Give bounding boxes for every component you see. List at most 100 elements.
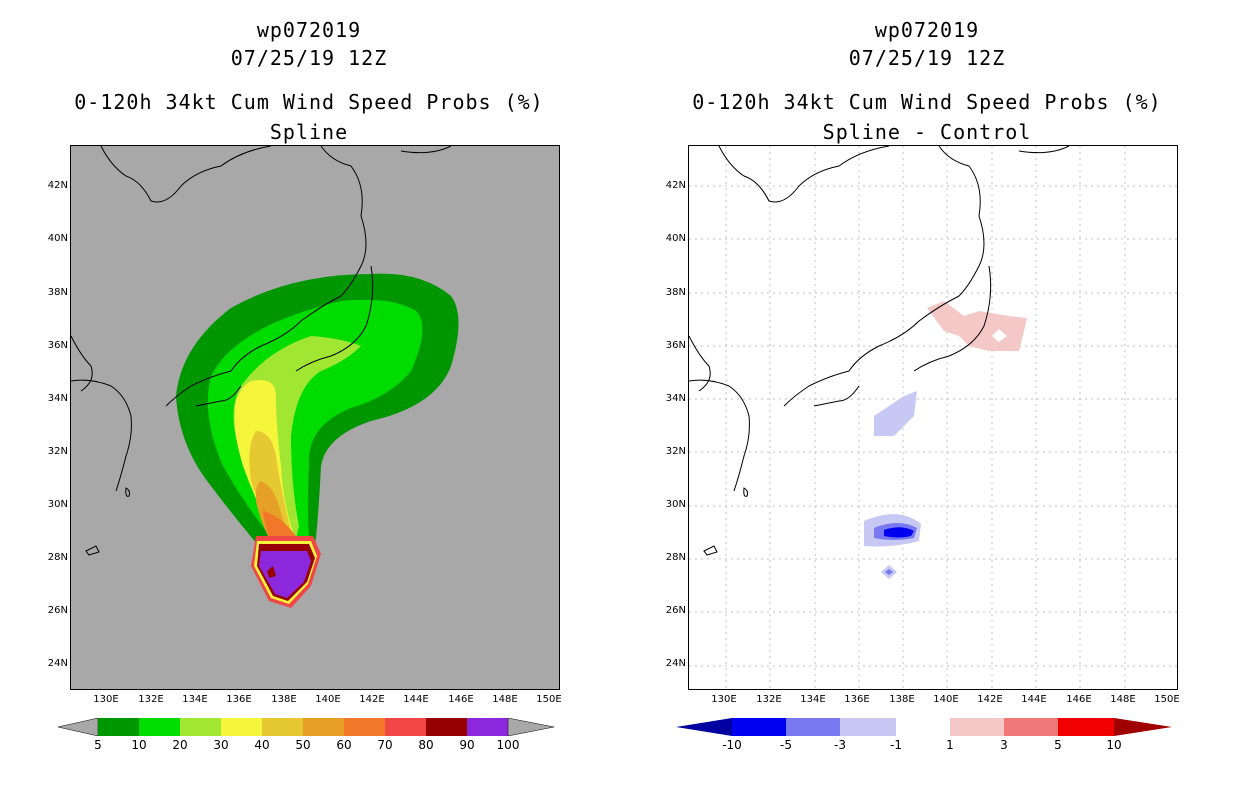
colorbar-bin (180, 718, 221, 736)
lat-label: 26N (665, 605, 686, 616)
colorbar-bin (1004, 718, 1058, 736)
colorbar-bin (426, 718, 467, 736)
lon-label: 148E (492, 694, 518, 705)
probability-map (70, 145, 560, 690)
colorbar-label: 10 (131, 738, 147, 752)
lon-label: 134E (800, 694, 826, 705)
colorbar-bin (950, 718, 1004, 736)
lon-label: 144E (403, 694, 429, 705)
colorbar (58, 718, 554, 736)
lon-label: 132E (756, 694, 782, 705)
colorbar-label: 5 (94, 738, 102, 752)
colorbar-bin (303, 718, 344, 736)
colorbar-label: 10 (1106, 738, 1122, 752)
colorbar-bin (732, 718, 786, 736)
right-panel: wp072019 07/25/19 12Z 0-120h 34kt Cum Wi… (618, 0, 1236, 800)
lat-label: 36N (665, 340, 686, 351)
colorbar-label: 80 (418, 738, 434, 752)
storm-id: wp072019 (256, 18, 362, 42)
colorbar-bin (139, 718, 180, 736)
colorbar-over (1114, 718, 1172, 736)
colorbar-bin (840, 718, 896, 736)
lon-label: 132E (138, 694, 164, 705)
subtitle: Spline (269, 120, 349, 144)
lat-label: 26N (47, 605, 68, 616)
colorbar-bin (1058, 718, 1114, 736)
colorbar-over (507, 718, 554, 736)
lon-label: 138E (271, 694, 297, 705)
colorbar-bin (221, 718, 262, 736)
difference-map (688, 145, 1178, 690)
lat-label: 40N (47, 233, 68, 244)
gridlines (689, 146, 1177, 689)
lon-label: 150E (536, 694, 562, 705)
lat-label: 32N (665, 446, 686, 457)
lat-label: 24N (47, 658, 68, 669)
lon-label: 146E (1066, 694, 1092, 705)
lon-label: 148E (1110, 694, 1136, 705)
colorbar-label: -3 (834, 738, 846, 752)
colorbar-label: 40 (254, 738, 270, 752)
lat-label: 34N (47, 393, 68, 404)
colorbar-bin (896, 718, 950, 736)
lon-label: 140E (933, 694, 959, 705)
datetime: 07/25/19 12Z (230, 46, 388, 70)
colorbar-bin (467, 718, 508, 736)
lon-label: 144E (1021, 694, 1047, 705)
lat-label: 36N (47, 340, 68, 351)
coastline (689, 146, 1070, 556)
colorbar-label: 3 (1000, 738, 1008, 752)
wind-probability-contours (176, 273, 459, 608)
colorbar-bin (98, 718, 139, 736)
lat-label: 24N (665, 658, 686, 669)
colorbar-bin (786, 718, 840, 736)
colorbar-under (58, 718, 99, 736)
lon-label: 150E (1154, 694, 1180, 705)
colorbar-label: 1 (946, 738, 954, 752)
lon-label: 136E (226, 694, 252, 705)
lat-label: 28N (665, 552, 686, 563)
lon-label: 140E (315, 694, 341, 705)
lat-label: 34N (665, 393, 686, 404)
colorbar-label: 100 (496, 738, 520, 752)
lon-label: 136E (844, 694, 870, 705)
colorbar-label: -1 (890, 738, 902, 752)
lon-label: 142E (977, 694, 1003, 705)
colorbar-label: 70 (377, 738, 393, 752)
colorbar-label: 30 (213, 738, 229, 752)
lat-label: 42N (665, 180, 686, 191)
subtitle: Spline - Control (822, 120, 1032, 144)
datetime: 07/25/19 12Z (848, 46, 1006, 70)
colorbar-label: -10 (722, 738, 742, 752)
product-title: 0-120h 34kt Cum Wind Speed Probs (%) (74, 90, 544, 114)
colorbar-bin (344, 718, 385, 736)
coastline (71, 146, 452, 556)
lon-label: 130E (93, 694, 119, 705)
colorbar-label: 90 (459, 738, 475, 752)
lat-label: 30N (665, 499, 686, 510)
colorbar-label: -5 (780, 738, 792, 752)
colorbar-label: 20 (172, 738, 188, 752)
lon-label: 146E (448, 694, 474, 705)
lon-label: 130E (711, 694, 737, 705)
colorbar-under (676, 718, 732, 736)
colorbar (676, 718, 1172, 736)
lon-label: 138E (889, 694, 915, 705)
colorbar-label: 60 (336, 738, 352, 752)
difference-contours (864, 301, 1027, 579)
lat-label: 42N (47, 180, 68, 191)
storm-id: wp072019 (874, 18, 980, 42)
lat-label: 30N (47, 499, 68, 510)
left-panel: wp072019 07/25/19 12Z 0-120h 34kt Cum Wi… (47, 18, 562, 752)
lat-label: 28N (47, 552, 68, 563)
lat-label: 40N (665, 233, 686, 244)
lat-label: 38N (665, 287, 686, 298)
lon-label: 134E (182, 694, 208, 705)
lat-label: 32N (47, 446, 68, 457)
colorbar-bin (262, 718, 303, 736)
colorbar-label: 5 (1054, 738, 1062, 752)
product-title: 0-120h 34kt Cum Wind Speed Probs (%) (692, 90, 1162, 114)
lat-label: 38N (47, 287, 68, 298)
colorbar-bin (385, 718, 426, 736)
colorbar-label: 50 (295, 738, 311, 752)
